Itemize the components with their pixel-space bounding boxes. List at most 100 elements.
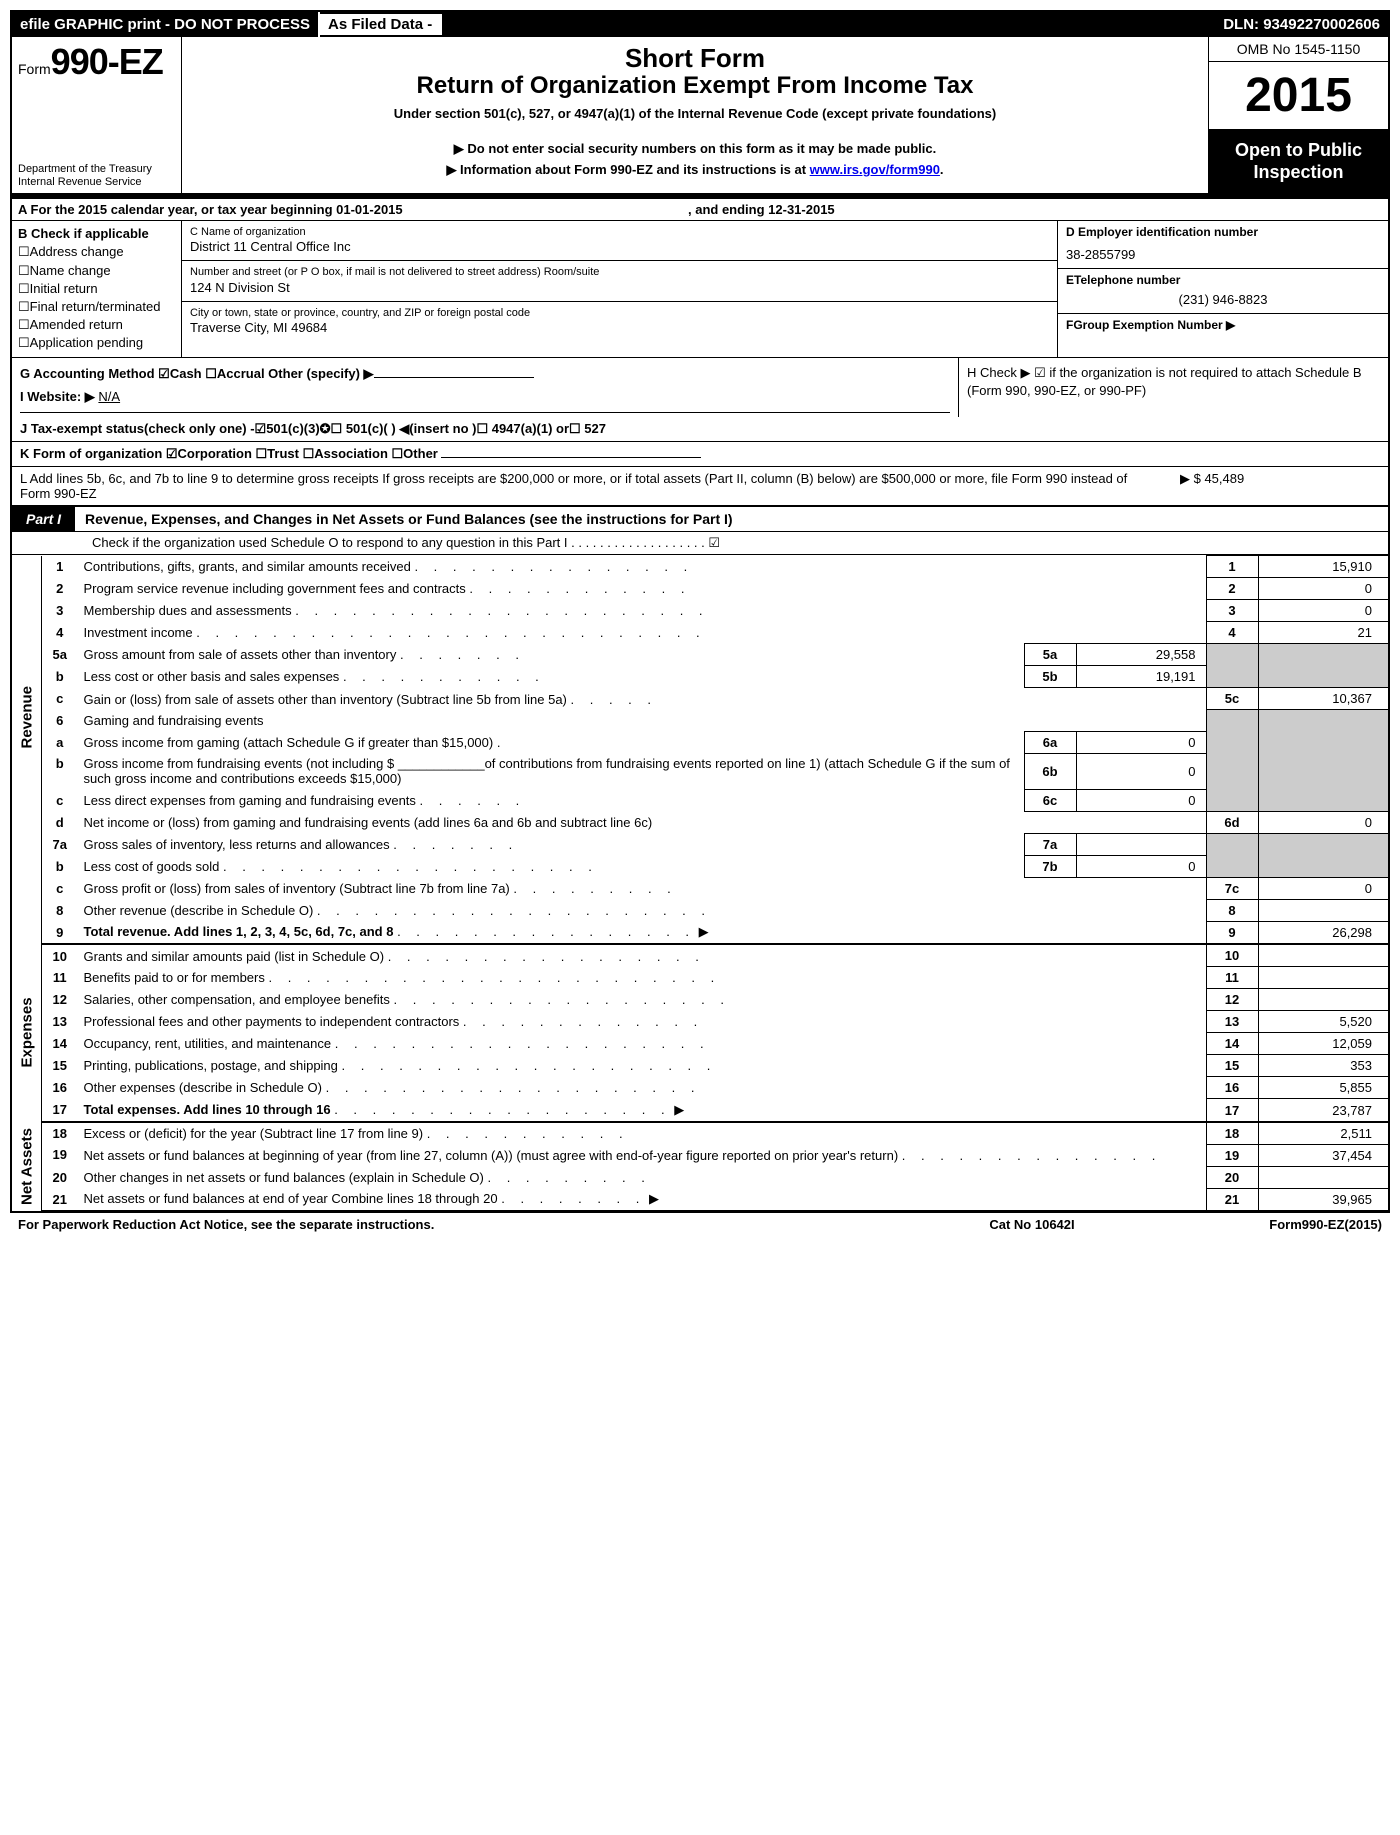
chk-address-change[interactable]: ☐Address change xyxy=(18,243,175,261)
chk-initial-return[interactable]: ☐Initial return xyxy=(18,280,175,298)
org-other-input[interactable] xyxy=(441,457,701,458)
chk-final-return[interactable]: ☐Final return/terminated xyxy=(18,298,175,316)
l16-rc: 16 xyxy=(1206,1077,1258,1099)
gih-left: G Accounting Method ☑Cash ☐Accrual Other… xyxy=(12,358,958,418)
l4-num: 4 xyxy=(42,622,78,644)
l1-num: 1 xyxy=(42,556,78,578)
org-name-row: C Name of organization District 11 Centr… xyxy=(182,221,1057,261)
accounting-other-input[interactable] xyxy=(374,377,534,378)
rev-spacer xyxy=(12,877,42,944)
l10-desc-text: Grants and similar amounts paid (list in… xyxy=(84,949,385,964)
arrow-icon: ▶ xyxy=(699,924,709,939)
l18-desc: Excess or (deficit) for the year (Subtra… xyxy=(78,1122,1207,1145)
ein-label: D Employer identification number xyxy=(1066,225,1380,241)
org-city-row: City or town, state or province, country… xyxy=(182,302,1057,341)
line-17: 17 Total expenses. Add lines 10 through … xyxy=(12,1099,1388,1122)
l13-num: 13 xyxy=(42,1011,78,1033)
line-16: 16 Other expenses (describe in Schedule … xyxy=(12,1077,1388,1099)
l19-desc-text: Net assets or fund balances at beginning… xyxy=(84,1148,899,1163)
dots-icon: . . . . . xyxy=(571,692,658,707)
org-addr-row: Number and street (or P O box, if mail i… xyxy=(182,261,1057,301)
l10-num: 10 xyxy=(42,944,78,967)
dots-icon: . . . . . . . . . . . . . . . . . . . . … xyxy=(295,603,708,618)
l13-desc-text: Professional fees and other payments to … xyxy=(84,1014,460,1029)
col-b-checkboxes: B Check if applicable ☐Address change ☐N… xyxy=(12,221,182,356)
l11-rv xyxy=(1258,967,1388,989)
row-a-left: A For the 2015 calendar year, or tax yea… xyxy=(12,199,682,220)
l20-rc: 20 xyxy=(1206,1166,1258,1188)
l7b-num: b xyxy=(42,855,78,877)
l17-desc-text: Total expenses. Add lines 10 through 16 xyxy=(84,1102,331,1117)
vlabel-expenses: Expenses xyxy=(12,944,42,1122)
l6a-mc: 6a xyxy=(1024,731,1076,753)
form-prefix: Form xyxy=(18,61,51,77)
line-14: 14 Occupancy, rent, utilities, and maint… xyxy=(12,1033,1388,1055)
l1-desc: Contributions, gifts, grants, and simila… xyxy=(78,556,1207,578)
chk-application-pending[interactable]: ☐Application pending xyxy=(18,334,175,352)
l5a-mc: 5a xyxy=(1024,644,1076,666)
tax-year: 2015 xyxy=(1209,62,1388,130)
org-city-label: City or town, state or province, country… xyxy=(190,306,1049,320)
dots-icon: . . . . . . . xyxy=(400,647,525,662)
l5c-rc: 5c xyxy=(1206,688,1258,710)
l6c-desc-text: Less direct expenses from gaming and fun… xyxy=(84,793,416,808)
l14-rc: 14 xyxy=(1206,1033,1258,1055)
dots-icon: . . . . . . . . . . . . . . . . . . . . … xyxy=(268,970,720,985)
dots-icon: . . . . . . . . . . . . xyxy=(469,581,690,596)
chk-name-change[interactable]: ☐Name change xyxy=(18,262,175,280)
l6-desc: Gaming and fundraising events xyxy=(78,710,1207,732)
l4-desc-text: Investment income xyxy=(84,625,193,640)
dots-icon: . . . . . . . . . . . xyxy=(427,1126,629,1141)
dots-icon: . . . . . . . . . . . . . . . . . . . . xyxy=(326,1080,701,1095)
line-18: Net Assets 18 Excess or (deficit) for th… xyxy=(12,1122,1388,1145)
dept-line-1: Department of the Treasury xyxy=(18,163,175,176)
line-6: 6 Gaming and fundraising events xyxy=(12,710,1388,732)
row-h-text: H Check ▶ ☑ if the organization is not r… xyxy=(967,365,1362,398)
l18-rc: 18 xyxy=(1206,1122,1258,1145)
department-info: Department of the Treasury Internal Reve… xyxy=(18,163,175,189)
row-k-text: K Form of organization ☑Corporation ☐Tru… xyxy=(20,446,438,461)
as-filed-label: As Filed Data - xyxy=(320,14,442,35)
irs-link[interactable]: www.irs.gov/form990 xyxy=(810,162,940,177)
l7a-mc: 7a xyxy=(1024,833,1076,855)
paperwork-notice: For Paperwork Reduction Act Notice, see … xyxy=(18,1217,882,1232)
l20-desc-text: Other changes in net assets or fund bala… xyxy=(84,1170,484,1185)
l6b-num: b xyxy=(42,753,78,789)
l17-desc: Total expenses. Add lines 10 through 16 … xyxy=(78,1099,1207,1122)
l10-rv xyxy=(1258,944,1388,967)
l8-desc-text: Other revenue (describe in Schedule O) xyxy=(84,903,314,918)
ein-value: 38-2855799 xyxy=(1066,241,1380,264)
l19-desc: Net assets or fund balances at beginning… xyxy=(78,1144,1207,1166)
org-addr: 124 N Division St xyxy=(190,280,1049,297)
top-spacer xyxy=(442,21,1215,29)
l15-rv: 353 xyxy=(1258,1055,1388,1077)
line-3: 3 Membership dues and assessments . . . … xyxy=(12,600,1388,622)
l20-num: 20 xyxy=(42,1166,78,1188)
line-6d: d Net income or (loss) from gaming and f… xyxy=(12,811,1388,833)
part-1-header: Part I Revenue, Expenses, and Changes in… xyxy=(12,507,1388,532)
l21-rv: 39,965 xyxy=(1258,1188,1388,1211)
col-c-org-info: C Name of organization District 11 Centr… xyxy=(182,221,1058,356)
part-1-check-row: Check if the organization used Schedule … xyxy=(12,532,1388,555)
l10-desc: Grants and similar amounts paid (list in… xyxy=(78,944,1207,967)
l11-desc: Benefits paid to or for members . . . . … xyxy=(78,967,1207,989)
omb-number: OMB No 1545-1150 xyxy=(1209,37,1388,62)
org-name: District 11 Central Office Inc xyxy=(190,239,1049,256)
line-4: 4 Investment income . . . . . . . . . . … xyxy=(12,622,1388,644)
line-5c: c Gain or (loss) from sale of assets oth… xyxy=(12,688,1388,710)
note-info: ▶ Information about Form 990-EZ and its … xyxy=(192,160,1198,181)
l18-rv: 2,511 xyxy=(1258,1122,1388,1145)
line-6c: c Less direct expenses from gaming and f… xyxy=(12,789,1388,811)
l6-rval-shade xyxy=(1258,710,1388,812)
l20-rv xyxy=(1258,1166,1388,1188)
l21-rc: 21 xyxy=(1206,1188,1258,1211)
chk-amended-return[interactable]: ☐Amended return xyxy=(18,316,175,334)
form-990ez: efile GRAPHIC print - DO NOT PROCESS As … xyxy=(10,10,1390,1213)
row-h: H Check ▶ ☑ if the organization is not r… xyxy=(958,358,1388,418)
l17-rc: 17 xyxy=(1206,1099,1258,1122)
dots-icon: . . . . . . . . . . . . . xyxy=(463,1014,703,1029)
dots-icon: . . . . . . . . . . . xyxy=(343,669,545,684)
l2-desc: Program service revenue including govern… xyxy=(78,578,1207,600)
top-bar: efile GRAPHIC print - DO NOT PROCESS As … xyxy=(12,12,1388,37)
l8-desc: Other revenue (describe in Schedule O) .… xyxy=(78,899,1207,921)
